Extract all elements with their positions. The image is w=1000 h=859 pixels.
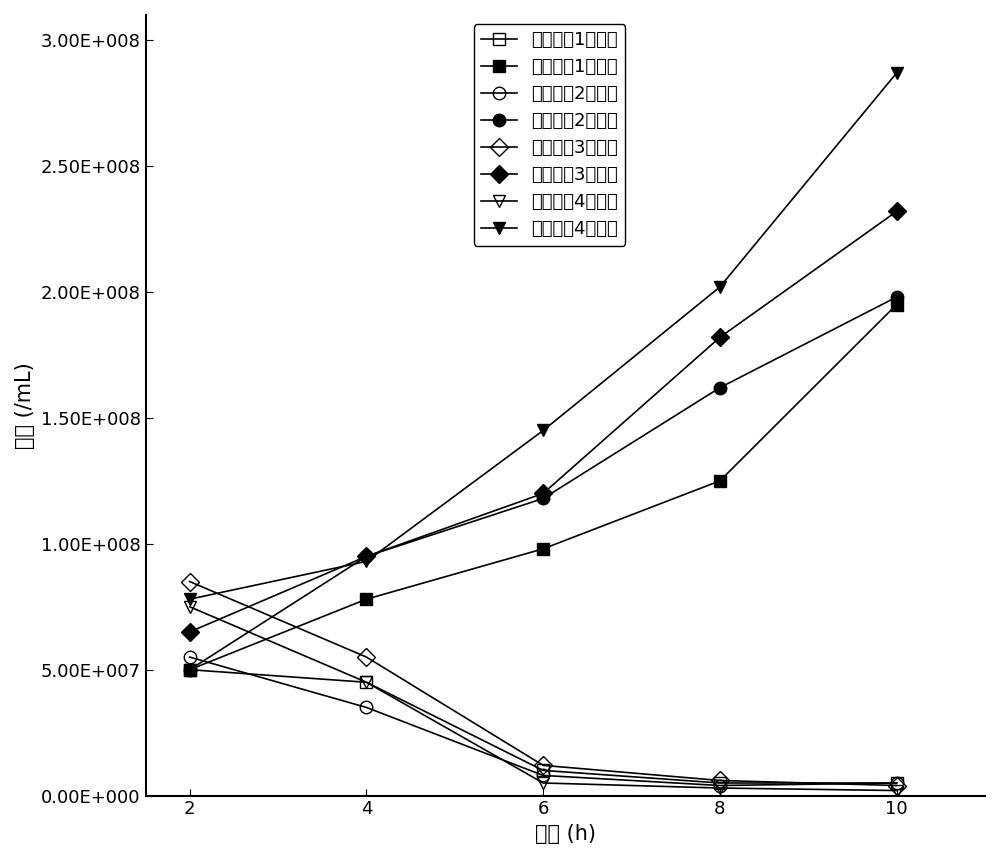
实施案例2处理后 (360, 551, 372, 562)
Line: 实施案例2处理前: 实施案例2处理前 (183, 651, 903, 792)
实施案例4处理前 (360, 677, 372, 687)
实施案例2处理前 (714, 780, 726, 790)
实施案例4处理前 (714, 783, 726, 793)
实施案例2处理后 (537, 493, 549, 503)
实施案例2处理后 (714, 382, 726, 393)
实施案例4处理前 (184, 601, 196, 612)
实施案例1处理前 (714, 778, 726, 789)
实施案例1处理后 (714, 476, 726, 486)
实施案例1处理后 (891, 300, 903, 310)
实施案例4处理后 (714, 282, 726, 292)
实施案例3处理前 (891, 780, 903, 790)
实施案例1处理前 (537, 765, 549, 776)
实施案例2处理前 (360, 703, 372, 713)
Line: 实施案例4处理前: 实施案例4处理前 (183, 600, 903, 797)
实施案例3处理后 (360, 551, 372, 562)
实施案例1处理后 (360, 594, 372, 605)
实施案例2处理前 (184, 652, 196, 662)
Line: 实施案例3处理后: 实施案例3处理后 (183, 205, 903, 638)
实施案例1处理前 (360, 677, 372, 687)
实施案例1处理后 (184, 665, 196, 675)
实施案例3处理后 (714, 332, 726, 343)
实施案例3处理后 (537, 488, 549, 498)
Line: 实施案例3处理前: 实施案例3处理前 (183, 576, 903, 792)
实施案例3处理前 (184, 576, 196, 587)
X-axis label: 时间 (h): 时间 (h) (535, 824, 596, 844)
实施案例2处理后 (891, 292, 903, 302)
Line: 实施案例1处理后: 实施案例1处理后 (183, 298, 903, 676)
实施案例1处理后 (537, 544, 549, 554)
实施案例4处理后 (891, 68, 903, 78)
实施案例4处理前 (891, 785, 903, 795)
实施案例4处理后 (184, 594, 196, 605)
Line: 实施案例2处理后: 实施案例2处理后 (183, 290, 903, 676)
Legend: 实施案例1处理前, 实施案例1处理后, 实施案例2处理前, 实施案例2处理后, 实施案例3处理前, 实施案例3处理后, 实施案例4处理前, 实施案例4处理后: 实施案例1处理前, 实施案例1处理后, 实施案例2处理前, 实施案例2处理后, … (474, 24, 625, 246)
实施案例1处理前 (184, 665, 196, 675)
实施案例4处理后 (360, 557, 372, 567)
实施案例3处理前 (360, 652, 372, 662)
实施案例2处理后 (184, 665, 196, 675)
实施案例4处理后 (537, 425, 549, 436)
Y-axis label: 菌浓 (/mL): 菌浓 (/mL) (15, 362, 35, 448)
实施案例3处理前 (714, 776, 726, 786)
Line: 实施案例4处理后: 实施案例4处理后 (183, 67, 903, 606)
Line: 实施案例1处理前: 实施案例1处理前 (183, 663, 903, 789)
实施案例3处理后 (891, 206, 903, 216)
实施案例2处理前 (537, 771, 549, 781)
实施案例3处理后 (184, 627, 196, 637)
实施案例3处理前 (537, 760, 549, 771)
实施案例1处理前 (891, 778, 903, 789)
实施案例4处理前 (537, 778, 549, 789)
实施案例2处理前 (891, 778, 903, 789)
